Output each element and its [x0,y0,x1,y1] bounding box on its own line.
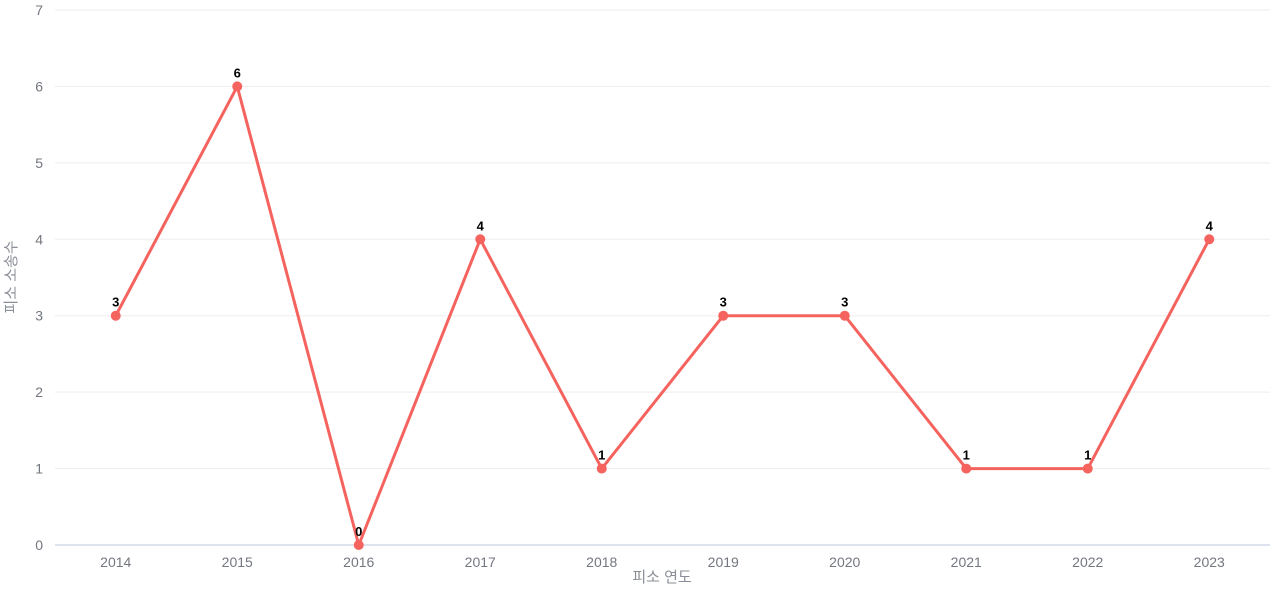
value-label-2016: 0 [355,524,362,539]
x-tick-2018: 2018 [586,554,617,570]
value-label-2018: 1 [598,448,605,463]
y-tick-7: 7 [35,2,43,18]
x-axis-title: 피소 연도 [632,569,692,586]
x-tick-2022: 2022 [1072,554,1103,570]
x-tick-2014: 2014 [100,554,131,570]
value-label-2017: 4 [477,218,485,233]
data-point-2022[interactable] [1082,463,1093,474]
data-point-2020[interactable] [839,310,850,321]
x-tick-2019: 2019 [708,554,739,570]
value-label-2022: 1 [1084,448,1091,463]
value-labels: 3 6 0 4 1 3 3 1 1 4 [112,65,1214,539]
value-label-2015: 6 [234,65,241,80]
value-label-2019: 3 [720,295,727,310]
x-tick-2021: 2021 [951,554,982,570]
y-tick-6: 6 [35,78,43,94]
value-label-2014: 3 [112,295,119,310]
x-tick-2016: 2016 [343,554,374,570]
x-tick-2015: 2015 [222,554,253,570]
data-point-2018[interactable] [596,463,607,474]
data-point-2014[interactable] [110,310,121,321]
y-tick-5: 5 [35,155,43,171]
data-point-2017[interactable] [475,234,486,245]
y-tick-2: 2 [35,384,43,400]
y-tick-4: 4 [35,231,43,247]
axes: 0 1 2 3 4 5 6 7 2014 2015 2016 2017 2018 2019 2020 2021… [35,2,1270,570]
value-label-2023: 4 [1206,218,1214,233]
y-axis-title: 피소 소송수 [3,240,20,313]
value-label-2020: 3 [841,295,848,310]
value-label-2021: 1 [963,448,970,463]
data-point-2021[interactable] [961,463,972,474]
y-tick-0: 0 [35,537,43,553]
data-point-2015[interactable] [232,81,243,92]
data-point-2016[interactable] [353,540,364,550]
data-point-2023[interactable] [1204,234,1215,245]
y-tick-1: 1 [35,461,43,477]
line-series [110,81,1215,550]
series-line [114,84,1211,547]
data-point-2019[interactable] [718,310,729,321]
x-tick-2023: 2023 [1194,554,1225,570]
y-tick-3: 3 [35,308,43,324]
x-tick-2017: 2017 [465,554,496,570]
x-tick-2020: 2020 [829,554,860,570]
